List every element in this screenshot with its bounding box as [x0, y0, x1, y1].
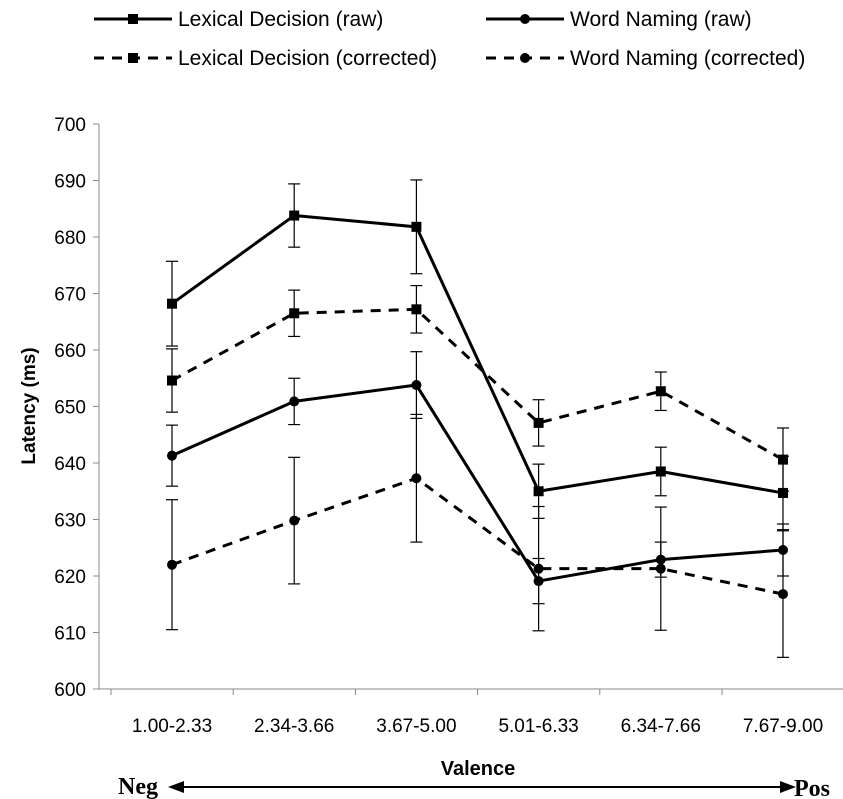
- data-point: [167, 298, 177, 309]
- legend-label: Word Naming (raw): [570, 8, 752, 31]
- x-tick-label: 3.67-5.00: [376, 716, 456, 737]
- data-point: [655, 563, 666, 574]
- legend-item: Word Naming (corrected): [486, 47, 805, 70]
- legend-marker: [520, 53, 530, 63]
- series-line: [171, 214, 784, 495]
- axes: [98, 124, 843, 690]
- y-tick-label: 700: [54, 115, 86, 136]
- x-tick-label: 1.00-2.33: [132, 716, 212, 737]
- legend-marker: [520, 14, 530, 24]
- legend: Lexical Decision (raw) Word Naming (raw) L…: [94, 8, 805, 70]
- data-point: [655, 466, 666, 477]
- y-tick-label: 670: [54, 285, 86, 306]
- data-point: [533, 486, 544, 497]
- legend-item: Word Naming (raw): [486, 8, 752, 31]
- data-point: [411, 221, 422, 232]
- legend-marker: [128, 14, 138, 24]
- series-line: [171, 476, 784, 596]
- data-point: [778, 487, 788, 498]
- data-point: [167, 375, 177, 386]
- data-point: [289, 515, 300, 526]
- data-point: [289, 396, 300, 407]
- legend-marker: [128, 53, 138, 63]
- valence-arrow: [168, 781, 796, 793]
- series-layer: [166, 179, 789, 658]
- y-ticks: 600 610 620 630 640 650 660 670 680 690 700: [54, 115, 99, 701]
- data-point: [167, 559, 177, 570]
- x-tick-label: 5.01-6.33: [498, 716, 578, 737]
- x-ticks: 1.00-2.33 2.34-3.66 3.67-5.00 5.01-6.33 6.34…: [110, 689, 823, 737]
- series-3: [166, 284, 789, 492]
- legend-label: Word Naming (corrected): [570, 47, 805, 70]
- y-tick-label: 640: [54, 454, 86, 475]
- data-point: [533, 563, 544, 574]
- series-4: [166, 413, 789, 658]
- arrow-head-left: [168, 781, 184, 793]
- legend-label: Lexical Decision (corrected): [178, 47, 437, 70]
- data-point: [778, 454, 788, 465]
- y-tick-label: 620: [54, 567, 86, 588]
- legend-item: Lexical Decision (raw): [94, 8, 383, 31]
- data-point: [289, 210, 300, 221]
- data-point: [411, 304, 422, 315]
- x-tick-label: 7.67-9.00: [743, 716, 823, 737]
- y-tick-label: 650: [54, 398, 86, 419]
- series-line: [171, 383, 784, 583]
- y-tick-label: 680: [54, 228, 86, 249]
- legend-label: Lexical Decision (raw): [178, 8, 383, 31]
- data-point: [411, 380, 422, 391]
- pos-label: Pos: [794, 776, 830, 799]
- series-line: [171, 307, 784, 461]
- legend-item: Lexical Decision (corrected): [94, 47, 437, 70]
- y-tick-label: 660: [54, 341, 86, 362]
- data-point: [411, 473, 422, 484]
- neg-label: Neg: [118, 774, 158, 799]
- y-tick-label: 600: [54, 680, 86, 701]
- data-point: [289, 308, 300, 319]
- y-tick-label: 690: [54, 172, 86, 193]
- y-tick-label: 610: [54, 624, 86, 645]
- data-point: [167, 450, 177, 461]
- x-tick-label: 6.34-7.66: [621, 716, 701, 737]
- arrow-head-right: [780, 781, 796, 793]
- data-point: [533, 417, 544, 428]
- x-tick-label: 2.34-3.66: [254, 716, 334, 737]
- data-point: [778, 589, 788, 600]
- x-axis-label: Valence: [441, 758, 516, 780]
- y-tick-label: 630: [54, 511, 86, 532]
- y-axis-label: Latency (ms): [19, 347, 40, 464]
- data-point: [655, 386, 666, 397]
- series-1: [166, 179, 789, 531]
